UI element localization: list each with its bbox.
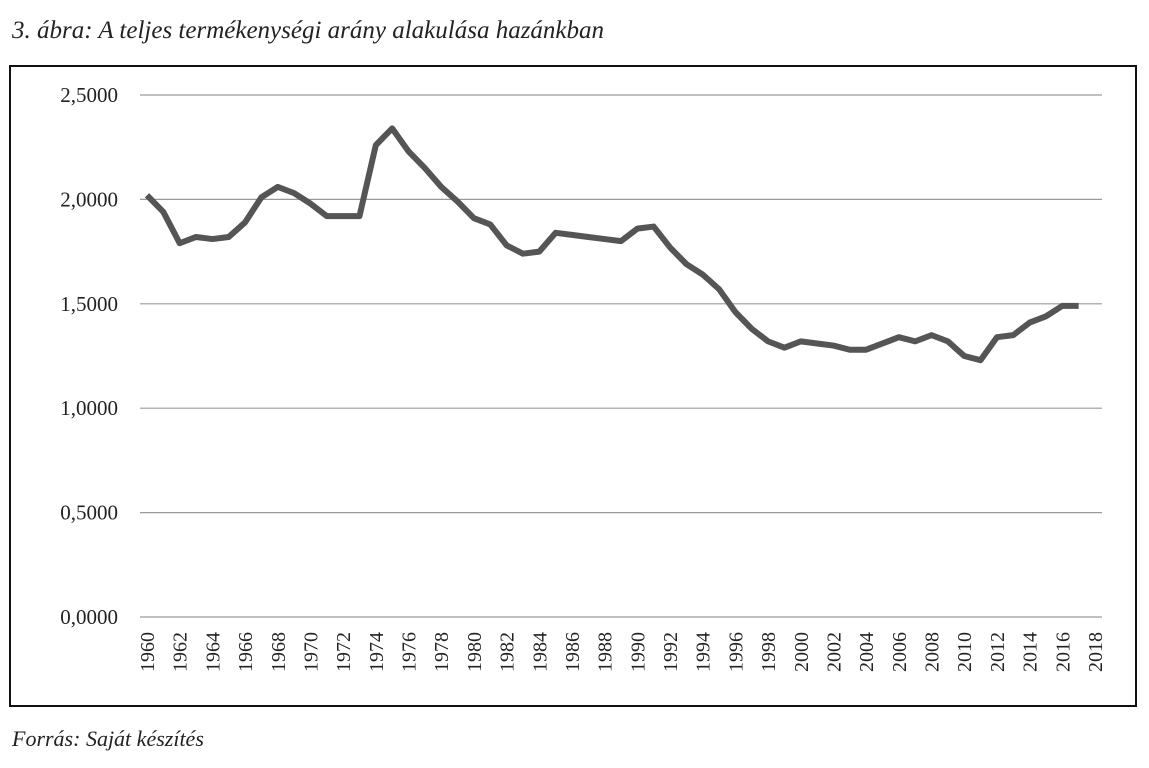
data-line <box>144 125 1079 364</box>
y-tick-label: 2,5000 <box>60 83 118 107</box>
x-tick-label: 1972 <box>333 632 355 672</box>
x-tick-label: 1980 <box>464 632 486 672</box>
x-tick-label: 1966 <box>235 632 257 672</box>
x-tick-label: 1984 <box>529 632 551 672</box>
y-tick-label: 1,0000 <box>60 396 118 420</box>
chart-title: 3. ábra: A teljes termékenységi arány al… <box>11 17 604 44</box>
x-tick-label: 2008 <box>922 632 944 672</box>
y-tick-label: 1,5000 <box>60 292 118 316</box>
x-tick-label: 2010 <box>954 632 976 672</box>
x-tick-label: 1974 <box>366 632 388 672</box>
x-tick-label: 1986 <box>562 632 584 672</box>
x-tick-label: 1996 <box>725 632 747 672</box>
x-tick-label: 1978 <box>431 632 453 672</box>
x-tick-label: 2016 <box>1052 632 1074 672</box>
y-tick-label: 0,5000 <box>60 501 118 525</box>
x-tick-label: 1994 <box>693 632 715 672</box>
x-tick-label: 2000 <box>791 632 813 672</box>
x-tick-label: 2018 <box>1085 632 1107 672</box>
x-tick-label: 2002 <box>823 632 845 672</box>
x-tick-label: 1964 <box>202 632 224 672</box>
x-tick-label: 1982 <box>497 632 519 672</box>
x-tick-label: 2006 <box>889 632 911 672</box>
y-tick-label: 0,0000 <box>60 605 118 629</box>
chart-source: Forrás: Saját készítés <box>11 726 204 751</box>
x-tick-label: 2012 <box>987 632 1009 672</box>
x-tick-label: 1976 <box>399 632 421 672</box>
x-tick-label: 1990 <box>627 632 649 672</box>
x-tick-label: 1962 <box>170 632 192 672</box>
x-tick-label: 1988 <box>595 632 617 672</box>
x-tick-label: 1960 <box>137 632 159 672</box>
x-tick-label: 1998 <box>758 632 780 672</box>
x-tick-label: 1970 <box>300 632 322 672</box>
x-tick-label: 1968 <box>268 632 290 672</box>
chart-frame <box>9 65 1137 707</box>
x-tick-label: 2014 <box>1020 632 1042 672</box>
y-tick-label: 2,0000 <box>60 187 118 211</box>
x-tick-label: 1992 <box>660 632 682 672</box>
x-tick-label: 2004 <box>856 632 878 672</box>
